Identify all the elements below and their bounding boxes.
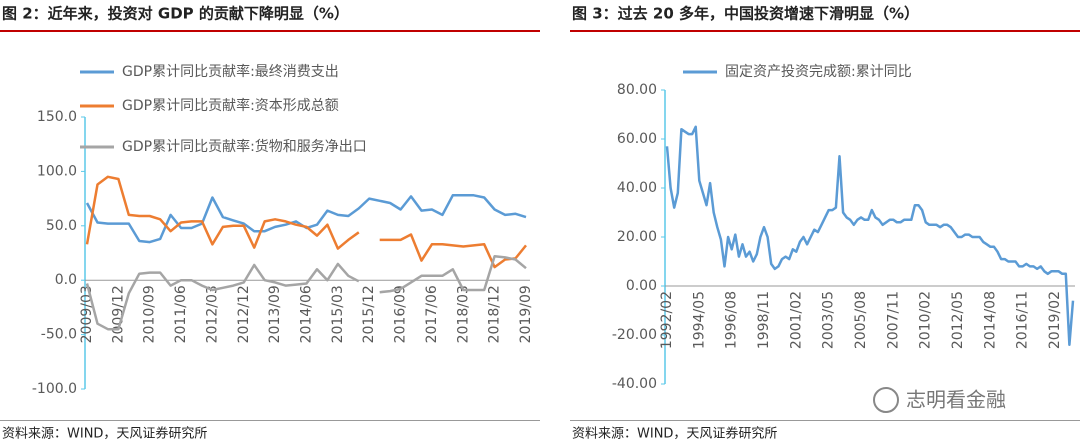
- x-tick-label: 2015/12: [361, 285, 377, 343]
- y-tick-label: -40.00: [612, 376, 657, 392]
- x-tick-label: 2016/09: [393, 285, 409, 343]
- data-line: [85, 255, 527, 331]
- watermark-icon: [873, 387, 899, 413]
- x-tick-label: 1998/11: [756, 291, 772, 349]
- x-tick-label: 2010/02: [918, 291, 934, 349]
- x-tick-label: 2014/08: [982, 291, 998, 349]
- title-rule: [0, 30, 540, 32]
- legend-label: GDP累计同比贡献率:最终消费支出: [122, 63, 339, 80]
- y-tick-label: -50.0: [41, 327, 77, 343]
- x-tick-label: 2014/06: [299, 285, 315, 343]
- x-tick-label: 2005/08: [853, 291, 869, 349]
- data-line: [665, 125, 1075, 347]
- x-tick-label: 2018/03: [455, 285, 471, 343]
- x-tick-label: 2011/06: [173, 285, 189, 343]
- x-tick-label: 2016/11: [1015, 291, 1031, 349]
- chart-title: 图 3：过去 20 多年，中国投资增速下滑明显（%）: [572, 5, 919, 23]
- y-tick-label: 0.00: [626, 278, 657, 294]
- x-tick-label: 1992/02: [659, 291, 675, 349]
- x-tick-label: 2018/12: [487, 285, 503, 343]
- y-tick-label: 0.0: [55, 272, 77, 288]
- x-tick-label: 1996/08: [724, 291, 740, 349]
- x-tick-label: 2007/11: [885, 291, 901, 349]
- data-line: [85, 175, 527, 269]
- x-tick-label: 2001/02: [788, 291, 804, 349]
- chart-title: 图 2：近年来，投资对 GDP 的贡献下降明显（%）: [2, 5, 349, 23]
- x-tick-label: 2003/05: [821, 291, 837, 349]
- legend-label: GDP累计同比贡献率:货物和服务净出口: [122, 138, 367, 155]
- legend-label: GDP累计同比贡献率:资本形成总额: [122, 97, 339, 114]
- y-tick-label: 50.0: [46, 218, 77, 234]
- title-rule: [570, 30, 1080, 32]
- data-line: [85, 194, 527, 244]
- source-rule: [570, 420, 1080, 421]
- source: 资料来源：WIND，天风证券研究所: [2, 426, 207, 442]
- x-tick-label: 2009/03: [79, 285, 95, 343]
- legend-label: 固定资产投资完成额:累计同比: [725, 64, 912, 80]
- y-tick-label: 20.00: [617, 229, 657, 245]
- y-tick-label: -100.0: [32, 381, 77, 397]
- y-tick-label: 100.0: [37, 163, 77, 179]
- watermark: 志明看金融: [906, 388, 1006, 412]
- x-tick-label: 2019/02: [1047, 291, 1063, 349]
- y-tick-label: 150.0: [37, 109, 77, 125]
- x-tick-label: 2013/09: [267, 285, 283, 343]
- y-tick-label: 80.00: [617, 82, 657, 98]
- x-tick-label: 2012/12: [236, 285, 252, 343]
- x-tick-label: 2010/09: [142, 285, 158, 343]
- source-rule: [0, 420, 540, 421]
- y-tick-label: 60.00: [617, 131, 657, 147]
- x-tick-label: 2012/05: [950, 291, 966, 349]
- x-tick-label: 1994/05: [691, 291, 707, 349]
- y-tick-label: -20.00: [612, 327, 657, 343]
- x-tick-label: 2012/03: [204, 285, 220, 343]
- x-tick-label: 2019/09: [518, 285, 534, 343]
- x-tick-label: 2017/06: [424, 285, 440, 343]
- y-tick-label: 40.00: [617, 180, 657, 196]
- source: 资料来源：WIND，天风证券研究所: [572, 426, 777, 442]
- x-tick-label: 2015/03: [330, 285, 346, 343]
